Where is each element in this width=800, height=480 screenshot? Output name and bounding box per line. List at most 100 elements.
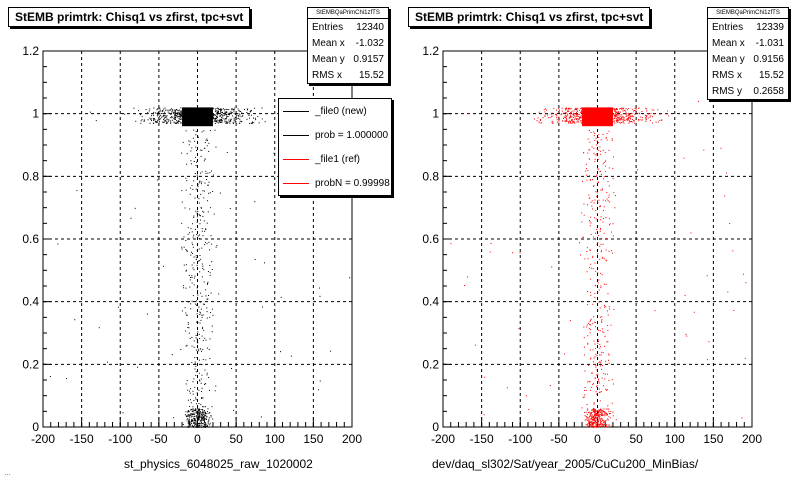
scatter-band-point [175, 109, 177, 111]
scatter-column-point [199, 311, 201, 313]
scatter-column-point [199, 338, 201, 340]
scatter-column-point [206, 222, 208, 224]
scatter-bottom-point [594, 410, 596, 412]
scatter-column-point [185, 312, 187, 314]
scatter-band-point [625, 111, 627, 113]
scatter-column-point [595, 270, 597, 272]
scatter-sparse-point [684, 294, 686, 296]
scatter-bottom-point [596, 413, 598, 415]
scatter-band-point [599, 112, 601, 114]
scatter-band-point [193, 109, 195, 111]
scatter-bottom-point [202, 409, 204, 411]
scatter-bottom-point [599, 419, 601, 421]
scatter-band-point [224, 119, 226, 121]
scatter-band-point [155, 121, 157, 123]
scatter-column-point [213, 213, 215, 215]
scatter-band-point [617, 114, 619, 116]
scatter-bottom-point [596, 422, 598, 424]
scatter-band-point [181, 122, 183, 124]
scatter-band-point [651, 109, 653, 111]
scatter-column-point [197, 186, 199, 188]
scatter-bottom-point [195, 426, 197, 428]
scatter-band-point [210, 113, 212, 115]
scatter-bottom-point [189, 421, 191, 423]
scatter-column-point [594, 199, 596, 201]
scatter-column-point [586, 326, 588, 328]
scatter-band-point [595, 111, 597, 113]
scatter-sparse-point [117, 306, 119, 308]
scatter-bottom-point [196, 424, 198, 426]
scatter-column-point [595, 137, 597, 139]
scatter-column-point [599, 171, 601, 173]
scatter-band-point [179, 116, 181, 118]
scatter-bottom-point [197, 417, 199, 419]
scatter-band-point [602, 121, 604, 123]
scatter-column-point [593, 152, 595, 154]
scatter-band-point [200, 115, 202, 117]
scatter-band-point [191, 116, 193, 118]
scatter-bottom-point [595, 424, 597, 426]
scatter-band-point [157, 108, 159, 110]
scatter-bottom-point [201, 422, 203, 424]
scatter-column-point [205, 179, 207, 181]
scatter-band-point [212, 113, 214, 115]
scatter-band-point [203, 107, 205, 109]
scatter-band-point [205, 108, 207, 110]
scatter-column-point [204, 383, 206, 385]
scatter-column-point [207, 282, 209, 284]
scatter-bottom-point [207, 408, 209, 410]
scatter-column-point [600, 219, 602, 221]
scatter-band-point [157, 119, 159, 121]
scatter-column-point [589, 175, 591, 177]
scatter-band-point [183, 117, 185, 119]
scatter-band-point [203, 109, 205, 111]
scatter-column-point [199, 214, 201, 216]
scatter-column-point [200, 350, 202, 352]
scatter-band-point [571, 119, 573, 121]
scatter-band-point [199, 118, 201, 120]
scatter-bottom-point [604, 415, 606, 417]
scatter-band-point [572, 116, 574, 118]
scatter-band-point [240, 116, 242, 118]
scatter-sparse-point [489, 251, 491, 253]
scatter-column-point [193, 284, 195, 286]
scatter-band-point [584, 119, 586, 121]
scatter-band-point [622, 115, 624, 117]
scatter-column-point [591, 146, 593, 148]
scatter-sparse-point [564, 353, 566, 355]
scatter-bottom-point [199, 413, 201, 415]
scatter-column-point [587, 138, 589, 140]
scatter-column-point [595, 210, 597, 212]
scatter-band-point [161, 112, 163, 114]
scatter-band-point [607, 115, 609, 117]
scatter-band-point [584, 109, 586, 111]
scatter-bottom-point [194, 410, 196, 412]
scatter-column-point [196, 216, 198, 218]
scatter-bottom-point [196, 412, 198, 414]
scatter-band-point [581, 112, 583, 114]
scatter-band-point [137, 110, 139, 112]
scatter-column-point [591, 372, 593, 374]
scatter-bottom-point [199, 411, 201, 413]
scatter-column-point [608, 218, 610, 220]
scatter-column-point [602, 199, 604, 201]
scatter-column-point [594, 262, 596, 264]
scatter-band-point [207, 107, 209, 109]
scatter-band-point [187, 122, 189, 124]
scatter-column-point [600, 250, 602, 252]
scatter-sparse-point [667, 110, 669, 112]
scatter-band-point [598, 114, 600, 116]
left-stats-box: StEMBQaPrimChi1zfTS Entries 12340 Mean x-… [307, 7, 389, 84]
scatter-column-point [602, 149, 604, 151]
scatter-column-point [189, 193, 191, 195]
scatter-column-point [598, 382, 600, 384]
scatter-bottom-point [597, 414, 599, 416]
scatter-bottom-point [589, 415, 591, 417]
scatter-column-point [593, 147, 595, 149]
scatter-band-point [198, 110, 200, 112]
scatter-column-point [188, 415, 190, 417]
scatter-band-point [140, 120, 142, 122]
scatter-band-point [612, 114, 614, 116]
scatter-band-point [592, 111, 594, 113]
scatter-bottom-point [598, 410, 600, 412]
